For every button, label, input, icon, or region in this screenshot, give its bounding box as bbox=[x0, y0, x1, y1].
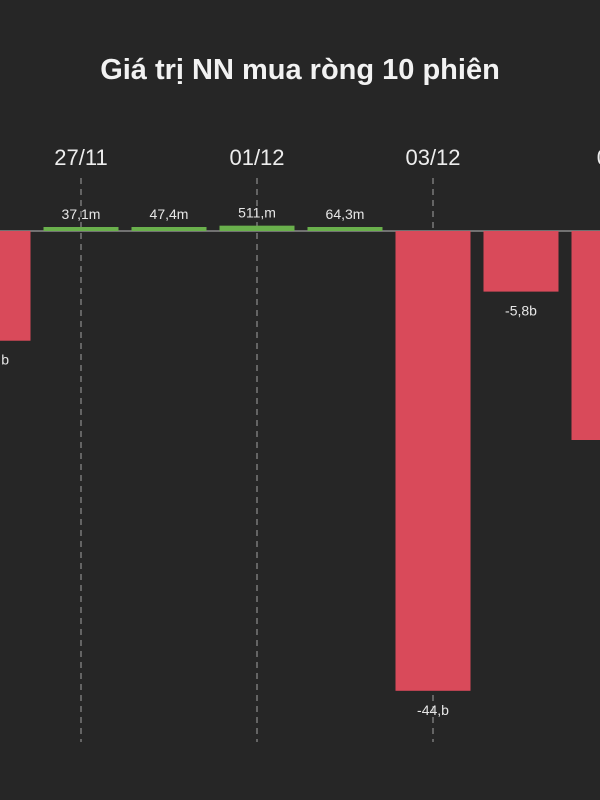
data-label-02-12: 64,3m bbox=[326, 206, 365, 222]
bars-layer bbox=[0, 225, 600, 691]
tick-label-05: 05 bbox=[597, 145, 600, 170]
bar-26-11 bbox=[0, 231, 31, 341]
bar-04-12 bbox=[483, 231, 559, 292]
data-label-27-11: 37,1m bbox=[62, 206, 101, 222]
bar-03-12 bbox=[395, 231, 471, 691]
tick-label-27/11: 27/11 bbox=[54, 145, 107, 170]
data-label-01-12: 511,m bbox=[238, 205, 276, 221]
tick-labels-layer: 27/11 01/12 03/12 05 bbox=[54, 145, 600, 170]
data-label-26-11: b bbox=[1, 352, 9, 368]
data-label-03-12: -44,b bbox=[417, 702, 449, 718]
chart-title: Giá trị NN mua ròng 10 phiên bbox=[100, 54, 500, 86]
data-label-04-12: -5,8b bbox=[505, 303, 537, 319]
tick-label-01/12: 01/12 bbox=[229, 145, 284, 170]
bar-28-11 bbox=[131, 227, 207, 231]
data-label-28-11: 47,4m bbox=[150, 206, 189, 222]
tick-label-03/12: 03/12 bbox=[405, 145, 460, 170]
bar-02-12 bbox=[307, 227, 383, 231]
bar-27-11 bbox=[43, 227, 119, 231]
bar-01-12 bbox=[219, 225, 295, 231]
bar-05-12 bbox=[571, 231, 600, 440]
